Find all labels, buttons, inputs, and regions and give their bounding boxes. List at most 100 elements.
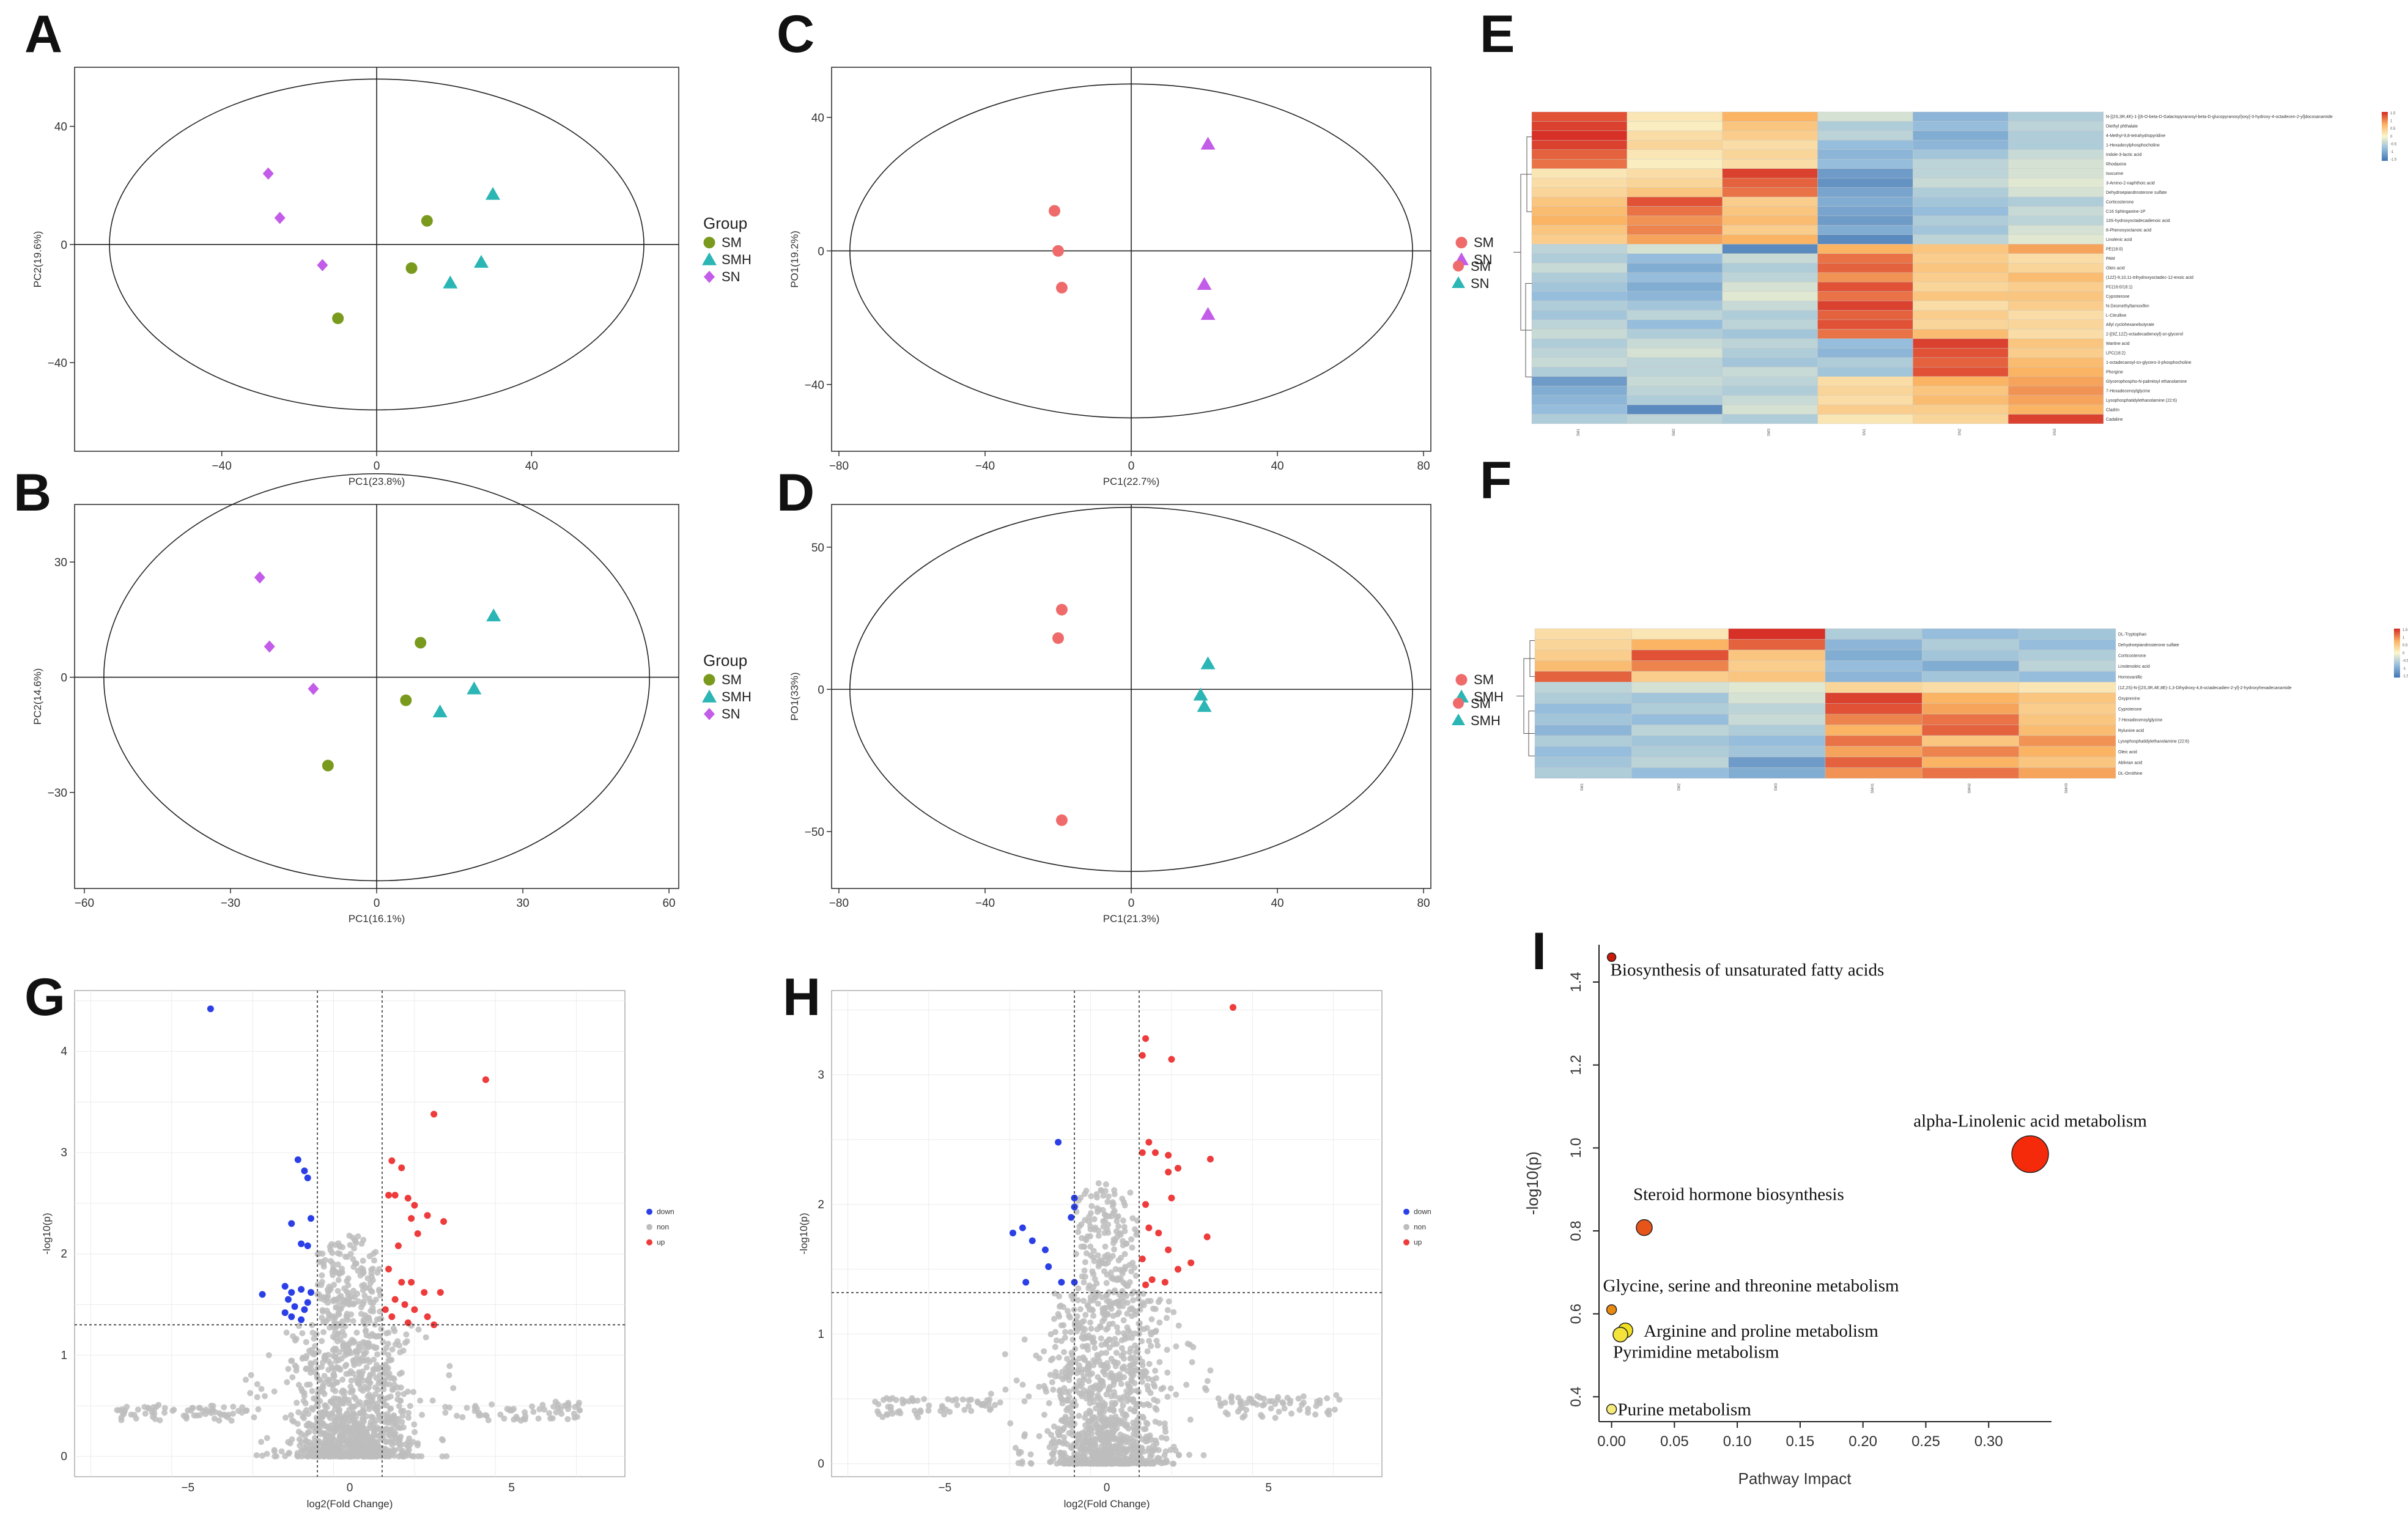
heatmap-row-label: Cyproterone: [2118, 707, 2142, 712]
heatmap-cell: [1922, 671, 2019, 682]
non-point: [1047, 1458, 1054, 1465]
non-point: [394, 1384, 401, 1391]
up-point: [408, 1215, 415, 1222]
non-point: [1110, 1313, 1117, 1320]
non-point: [1056, 1387, 1063, 1394]
non-point: [1083, 1395, 1090, 1402]
up-point: [1203, 1233, 1211, 1241]
non-point: [1027, 1451, 1034, 1458]
heatmap-cell: [1531, 149, 1628, 160]
non-point: [303, 1339, 309, 1345]
non-point: [1055, 1311, 1062, 1318]
non-point: [1200, 1452, 1207, 1458]
non-point: [1118, 1397, 1125, 1403]
non-point: [906, 1398, 912, 1405]
heatmap-col-label: SMH1: [1871, 783, 1875, 793]
colorbar-segment: [2394, 659, 2400, 661]
non-point: [405, 1409, 412, 1416]
heatmap-cell: [1534, 682, 1632, 693]
colorbar-tick: 1.5: [2402, 629, 2408, 632]
non-point: [334, 1423, 341, 1430]
colorbar-segment: [2382, 160, 2388, 161]
colorbar-segment: [2382, 118, 2388, 120]
colorbar-segment: [2382, 155, 2388, 157]
row-dendrogram: [1513, 136, 1532, 377]
down-point: [307, 1215, 314, 1222]
colorbar-segment: [2394, 643, 2400, 645]
non-point: [1124, 1398, 1131, 1405]
heatmap-cell: [1825, 649, 1922, 661]
up-point: [1151, 1149, 1159, 1156]
non-point: [485, 1417, 492, 1423]
heatmap-cell: [2007, 225, 2104, 235]
colorbar-segment: [2394, 640, 2400, 641]
colorbar-tick: 1: [2390, 120, 2393, 124]
up-point: [1142, 1201, 1150, 1208]
colorbar-segment: [2382, 129, 2388, 131]
non-point: [1120, 1365, 1126, 1372]
non-point: [1060, 1349, 1067, 1356]
non-point: [1101, 1403, 1107, 1410]
non-point: [202, 1406, 209, 1413]
non-point: [339, 1423, 345, 1430]
data-point-sn: [254, 571, 265, 584]
non-point: [374, 1424, 380, 1431]
non-point: [1154, 1398, 1161, 1405]
x-tick-label: 0.25: [1911, 1433, 1940, 1450]
heatmap-cell: [2018, 660, 2116, 672]
heatmap-col-label: SN1: [1863, 428, 1866, 435]
colorbar-segment: [2394, 652, 2400, 654]
non-point: [345, 1428, 352, 1435]
legend-swatch-sm: [1453, 698, 1464, 709]
non-point: [1078, 1243, 1085, 1250]
non-point: [968, 1397, 975, 1403]
non-point: [386, 1370, 393, 1377]
non-point: [571, 1414, 578, 1421]
y-tick-label: 1: [818, 1328, 824, 1341]
heatmap-row-label: Cladrin: [2106, 408, 2119, 412]
legend-swatch-down: [1403, 1208, 1409, 1215]
heatmap-cell: [2018, 735, 2116, 747]
non-point: [1276, 1408, 1282, 1415]
non-point: [1100, 1218, 1107, 1225]
up-point: [1139, 1149, 1146, 1156]
non-point: [306, 1381, 313, 1388]
down-point: [1029, 1237, 1036, 1244]
non-point: [351, 1300, 358, 1307]
non-point: [1090, 1398, 1097, 1405]
non-point: [1203, 1387, 1210, 1394]
non-point: [1046, 1400, 1052, 1406]
up-point: [1145, 1224, 1153, 1231]
non-point: [1170, 1444, 1177, 1450]
non-point: [1082, 1217, 1088, 1224]
non-point: [311, 1395, 317, 1402]
non-point: [1068, 1293, 1075, 1299]
up-point: [424, 1212, 431, 1219]
non-point: [1109, 1458, 1116, 1465]
heatmap-row-label: Corticosterone: [2118, 654, 2146, 658]
colorbar-segment: [2394, 647, 2400, 649]
heatmap-cell: [1913, 225, 2009, 235]
heatmap-cell: [1627, 263, 1723, 273]
colorbar-segment: [2382, 138, 2388, 139]
non-point: [1021, 1336, 1028, 1343]
up-point: [424, 1313, 431, 1320]
non-point: [1123, 1388, 1130, 1395]
heatmap-cell: [1913, 348, 2009, 358]
heatmap-row-label: 13S-hydroxyoctadecadienoic acid: [2106, 219, 2170, 223]
non-point: [336, 1365, 343, 1372]
up-point: [411, 1202, 418, 1209]
non-point: [1041, 1348, 1047, 1354]
colorbar-segment: [2394, 641, 2400, 643]
heatmap-cell: [1722, 121, 1818, 131]
non-point: [350, 1256, 356, 1263]
non-point: [1103, 1339, 1110, 1345]
down-point: [298, 1316, 305, 1323]
non-point: [1080, 1279, 1087, 1286]
heatmap-col-label: SM3: [1768, 428, 1771, 436]
non-point: [1300, 1393, 1307, 1400]
colorbar-tick: 1: [2402, 637, 2405, 640]
non-point: [389, 1420, 396, 1427]
panel-letter-i: I: [1532, 922, 1546, 981]
panel-letters: A B C D E F G H I: [13, 5, 1546, 1027]
